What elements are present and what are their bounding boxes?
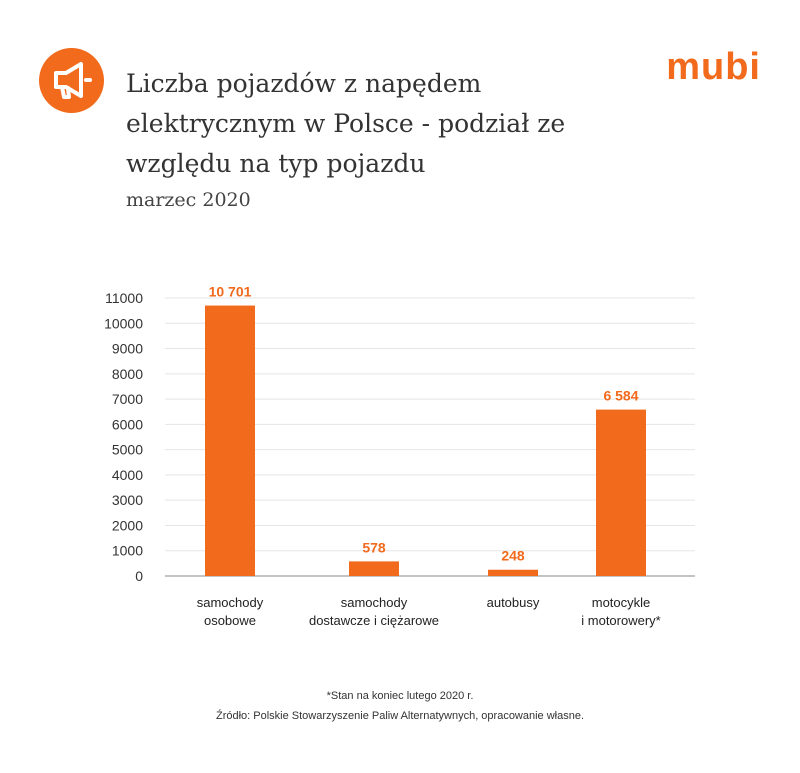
y-tick-label: 3000 — [112, 492, 143, 508]
category-label: autobusy — [487, 595, 540, 610]
y-tick-label: 11000 — [105, 290, 143, 306]
source-note: Źródło: Polskie Stowarzyszenie Paliw Alt… — [215, 710, 585, 722]
category-label: samochody osobowe — [197, 595, 264, 628]
bar — [488, 569, 538, 576]
data-label: 6 584 — [603, 388, 638, 404]
bar — [349, 561, 399, 576]
y-tick-label: 0 — [135, 568, 143, 584]
chart-title: Liczba pojazdów z napędem elektrycznym w… — [126, 69, 566, 178]
brand-logo: mubi — [666, 46, 761, 88]
y-tick-label: 6000 — [112, 416, 143, 432]
footnote: *Stan na koniec lutego 2020 r. — [326, 690, 474, 702]
y-tick-label: 1000 — [112, 543, 143, 559]
y-tick-label: 4000 — [112, 467, 143, 483]
y-tick-label: 7000 — [112, 391, 143, 407]
data-label: 248 — [501, 548, 525, 564]
data-label: 578 — [362, 539, 386, 555]
y-tick-label: 2000 — [112, 517, 143, 533]
y-tick-label: 9000 — [112, 341, 143, 357]
y-tick-label: 8000 — [112, 366, 143, 382]
bar-chart: 0 1000 2000 3000 4000 5000 6000 7000 8000 9000 100… — [104, 284, 695, 628]
category-label: samochody dostawcze i ciężarowe — [309, 595, 439, 628]
megaphone-icon — [54, 62, 92, 99]
y-tick-label: 10000 — [104, 315, 143, 331]
category-label: motocykle i motorowery* — [581, 595, 660, 628]
data-label: 10 701 — [209, 284, 252, 300]
bar — [205, 305, 255, 576]
chart-subtitle: marzec 2020 — [126, 189, 251, 211]
megaphone-logo — [39, 48, 104, 113]
y-tick-label: 5000 — [112, 442, 143, 458]
bar — [596, 409, 646, 576]
